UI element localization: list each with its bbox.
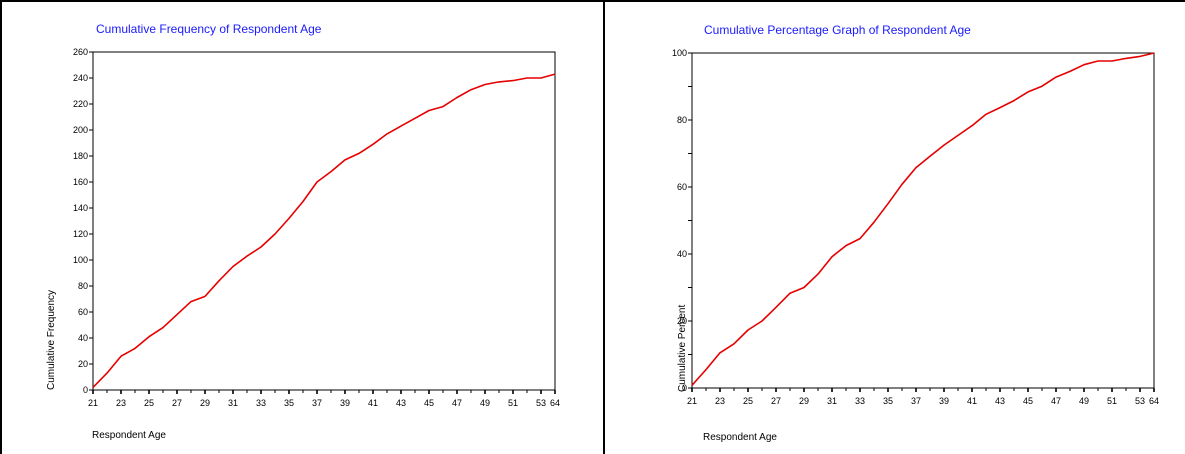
- x-tick-label: 25: [144, 398, 154, 408]
- x-tick-label: 21: [88, 398, 98, 408]
- y-tick-label: 140: [73, 203, 88, 213]
- y-axis-label: Cumulative Percent: [677, 304, 688, 392]
- y-tick-label: 200: [73, 125, 88, 135]
- chart-panel-frequency: Cumulative Frequency of Respondent Age 0…: [46, 22, 560, 441]
- y-tick-label: 80: [677, 115, 687, 125]
- y-tick-label: 100: [73, 255, 88, 265]
- x-tick-label: 49: [480, 398, 490, 408]
- x-tick-label: 51: [508, 398, 518, 408]
- x-tick-label: 45: [424, 398, 434, 408]
- x-tick-label: 37: [911, 396, 921, 406]
- series-line: [691, 52, 1155, 386]
- x-tick-label: 47: [452, 398, 462, 408]
- y-tick-label: 120: [73, 229, 88, 239]
- plot-area: [92, 51, 556, 391]
- frequency-chart: 0 20 40 60 80 100 120 140 160 180 200 220 240 260 21 23…: [73, 47, 560, 408]
- x-tick-label: 45: [1023, 396, 1033, 406]
- x-tick-label: 35: [284, 398, 294, 408]
- y-tick-label: 0: [83, 385, 88, 395]
- series-line: [92, 73, 556, 388]
- y-tick-label: 60: [677, 182, 687, 192]
- y-tick-label: 220: [73, 99, 88, 109]
- x-tick-label: 53: [536, 398, 546, 408]
- x-axis-label: Respondent Age: [92, 430, 166, 441]
- y-tick-label: 20: [677, 316, 687, 326]
- x-tick-label: 25: [743, 396, 753, 406]
- plot-area: [691, 52, 1155, 389]
- x-axis-label: Respondent Age: [703, 432, 777, 443]
- y-tick-label: 0: [682, 383, 687, 393]
- x-tick-label: 41: [967, 396, 977, 406]
- x-tick-label: 47: [1051, 396, 1061, 406]
- x-tick-label: 39: [939, 396, 949, 406]
- x-tick-label: 51: [1107, 396, 1117, 406]
- y-tick-label: 40: [677, 249, 687, 259]
- x-tick-label: 43: [995, 396, 1005, 406]
- y-axis-label: Cumulative Frequency: [46, 289, 57, 390]
- panel-divider: [603, 0, 605, 454]
- x-tick-label: 27: [771, 396, 781, 406]
- x-tick-label: 33: [855, 396, 865, 406]
- x-tick-label: 37: [312, 398, 322, 408]
- x-tick-label: 41: [368, 398, 378, 408]
- chart-title: Cumulative Frequency of Respondent Age: [96, 22, 322, 36]
- x-tick-label: 23: [715, 396, 725, 406]
- percentage-chart: 0 20 40 60 80 100 21 23 25 27 29 31 33 35 37 39 41 43 45 47…: [672, 48, 1159, 406]
- x-tick-label: 64: [1149, 396, 1159, 406]
- x-tick-label: 21: [687, 396, 697, 406]
- chart-title: Cumulative Percentage Graph of Responden…: [704, 23, 971, 37]
- y-tick-label: 160: [73, 177, 88, 187]
- x-tick-label: 64: [550, 398, 560, 408]
- x-tick-label: 31: [228, 398, 238, 408]
- y-tick-label: 40: [78, 333, 88, 343]
- y-tick-label: 240: [73, 73, 88, 83]
- y-tick-label: 180: [73, 151, 88, 161]
- x-tick-label: 29: [200, 398, 210, 408]
- x-tick-label: 27: [172, 398, 182, 408]
- chart-panel-percentage: Cumulative Percentage Graph of Responden…: [605, 0, 1185, 454]
- x-tick-label: 29: [799, 396, 809, 406]
- x-tick-label: 39: [340, 398, 350, 408]
- x-tick-label: 33: [256, 398, 266, 408]
- y-tick-label: 20: [78, 359, 88, 369]
- x-tick-label: 23: [116, 398, 126, 408]
- y-tick-label: 100: [672, 48, 687, 58]
- x-tick-label: 49: [1079, 396, 1089, 406]
- x-tick-label: 43: [396, 398, 406, 408]
- y-tick-label: 60: [78, 307, 88, 317]
- x-tick-label: 35: [883, 396, 893, 406]
- x-tick-label: 31: [827, 396, 837, 406]
- x-tick-label: 53: [1135, 396, 1145, 406]
- y-tick-label: 260: [73, 47, 88, 57]
- y-tick-label: 80: [78, 281, 88, 291]
